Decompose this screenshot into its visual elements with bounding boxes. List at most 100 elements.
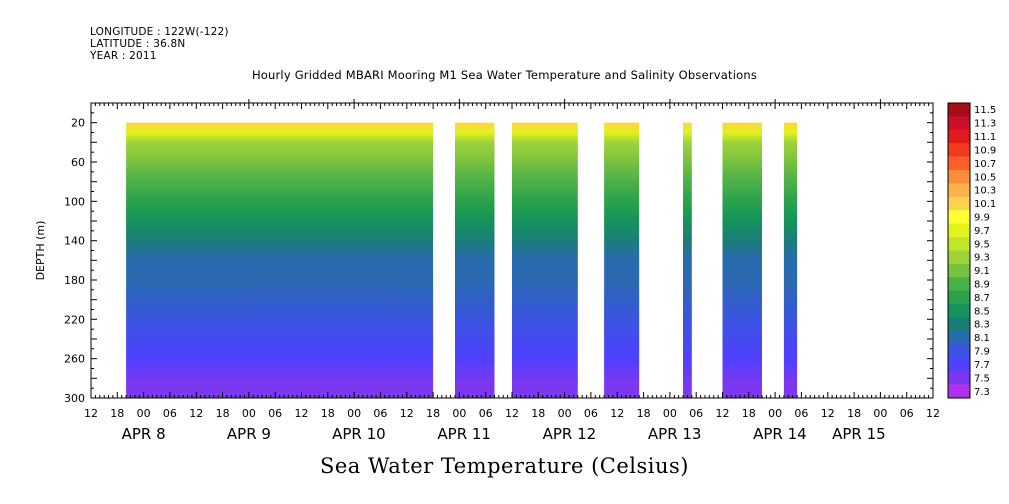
colorbar-label: 10.9 — [974, 145, 996, 156]
x-tick-label: 18 — [216, 407, 230, 420]
colorbar-label: 10.7 — [974, 159, 996, 170]
latitude-label: LATITUDE : 36.8N — [90, 38, 186, 50]
colorbar-cell — [948, 196, 970, 211]
colorbar-cell — [948, 116, 970, 131]
x-tick-label: 00 — [347, 407, 361, 420]
year-label: YEAR : 2011 — [90, 50, 157, 62]
colorbar-label: 7.7 — [974, 360, 990, 371]
x-date-label: APR 9 — [227, 425, 271, 443]
x-tick-label: 12 — [400, 407, 414, 420]
x-tick-label: 06 — [689, 407, 703, 420]
colorbar-cell — [948, 317, 970, 332]
y-tick-label: 20 — [71, 117, 85, 130]
colorbar-cell — [948, 344, 970, 359]
x-date-label: APR 10 — [332, 425, 386, 443]
data-segment-6 — [783, 122, 798, 398]
x-tick-label: 00 — [137, 407, 151, 420]
longitude-label: LONGITUDE : 122W(-122) — [90, 26, 229, 38]
colorbar-cell — [948, 250, 970, 265]
x-tick-label: 18 — [110, 407, 124, 420]
x-tick-label: 06 — [268, 407, 282, 420]
colorbar-label: 10.1 — [974, 199, 996, 210]
x-tick-label: 12 — [189, 407, 203, 420]
x-tick-label: 18 — [847, 407, 861, 420]
x-tick-label: 18 — [426, 407, 440, 420]
x-tick-label: 12 — [295, 407, 309, 420]
colorbar-cell — [948, 330, 970, 345]
x-date-label: APR 8 — [122, 425, 166, 443]
y-tick-label: 60 — [71, 156, 85, 169]
y-tick-label: 220 — [64, 313, 85, 326]
x-tick-label: 06 — [584, 407, 598, 420]
colorbar-label: 11.5 — [974, 105, 996, 116]
y-tick-label: 260 — [64, 353, 85, 366]
colorbar-cell — [948, 129, 970, 144]
y-ticks — [91, 102, 933, 399]
colorbar-cell — [948, 290, 970, 305]
x-tick-label: 12 — [610, 407, 624, 420]
data-segment-1 — [455, 122, 495, 398]
x-tick-label: 06 — [479, 407, 493, 420]
colorbar-label: 9.5 — [974, 239, 990, 250]
colorbar-label: 8.7 — [974, 293, 990, 304]
chart-title: Hourly Gridded MBARI Mooring M1 Sea Wate… — [251, 68, 758, 82]
x-date-label: APR 11 — [437, 425, 491, 443]
colorbar-label: 10.3 — [974, 186, 996, 197]
x-date-label: APR 15 — [832, 425, 886, 443]
colorbar-cell — [948, 384, 970, 399]
data-segment-4 — [683, 122, 692, 398]
colorbar — [947, 102, 971, 399]
colorbar-cell — [948, 263, 970, 278]
colorbar-cell — [948, 183, 970, 198]
data-segments — [126, 122, 798, 398]
colorbar-frame — [947, 102, 971, 399]
x-date-label: APR 12 — [543, 425, 597, 443]
colorbar-label: 8.3 — [974, 320, 990, 331]
colorbar-cell — [948, 223, 970, 238]
x-tick-label: 12 — [821, 407, 835, 420]
colorbar-cell — [948, 210, 970, 224]
x-date-label: APR 14 — [753, 425, 807, 443]
colorbar-label: 8.1 — [974, 333, 990, 344]
colorbar-cell — [948, 143, 970, 157]
colorbar-cell — [948, 357, 970, 372]
x-tick-label: 00 — [242, 407, 256, 420]
data-segment-2 — [512, 122, 578, 398]
x-tick-label: 06 — [163, 407, 177, 420]
x-tick-label: 06 — [373, 407, 387, 420]
colorbar-label: 9.9 — [974, 213, 990, 224]
x-tick-label: 18 — [321, 407, 335, 420]
colorbar-label: 8.5 — [974, 306, 990, 317]
data-segment-3 — [604, 122, 640, 398]
colorbar-cell — [948, 277, 970, 292]
x-minor-ticks — [90, 99, 934, 398]
colorbar-label: 7.5 — [974, 373, 990, 384]
x-tick-label: 12 — [84, 407, 98, 420]
x-tick-label: 00 — [452, 407, 466, 420]
colorbar-label: 11.1 — [974, 132, 996, 143]
x-tick-label: 18 — [637, 407, 651, 420]
x-tick-label: 18 — [531, 407, 545, 420]
x-tick-label: 00 — [873, 407, 887, 420]
colorbar-label: 9.7 — [974, 226, 990, 237]
x-tick-label: 00 — [768, 407, 782, 420]
colorbar-label: 10.5 — [974, 172, 996, 183]
colorbar-cell — [948, 304, 970, 318]
x-tick-label: 12 — [505, 407, 519, 420]
x-tick-label: 12 — [716, 407, 730, 420]
x-date-label: APR 13 — [648, 425, 702, 443]
x-tick-label: 00 — [663, 407, 677, 420]
x-tick-label: 06 — [794, 407, 808, 420]
y-tick-label: 100 — [64, 195, 85, 208]
x-tick-label: 06 — [900, 407, 914, 420]
y-tick-label: 300 — [64, 392, 85, 405]
colorbar-label: 9.3 — [974, 253, 990, 264]
colorbar-cell — [948, 371, 970, 385]
y-axis-label: DEPTH (m) — [34, 221, 47, 281]
colorbar-label: 7.3 — [974, 387, 990, 398]
colorbar-cell — [948, 237, 970, 251]
colorbar-cell — [948, 156, 970, 171]
y-tick-label: 180 — [64, 274, 85, 287]
x-tick-label: 18 — [742, 407, 756, 420]
